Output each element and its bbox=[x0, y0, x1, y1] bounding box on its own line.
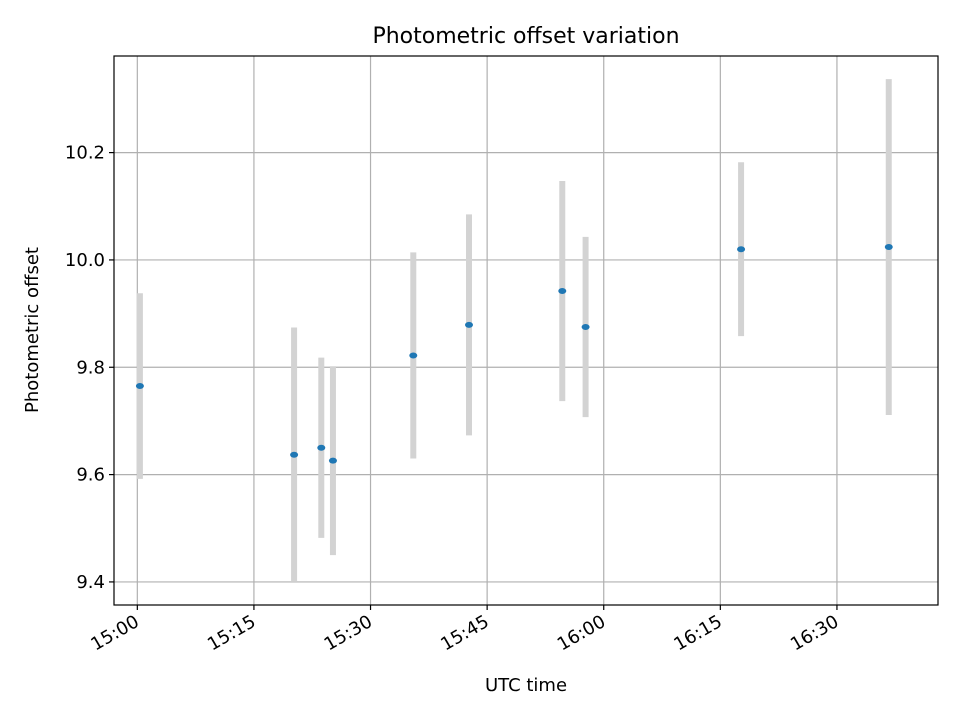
y-axis-label: Photometric offset bbox=[22, 247, 43, 413]
y-tick-label: 9.4 bbox=[76, 572, 105, 593]
y-tick-label: 9.6 bbox=[76, 465, 105, 486]
y-tick-label: 9.8 bbox=[76, 357, 105, 378]
chart-title: Photometric offset variation bbox=[372, 24, 679, 49]
data-point bbox=[581, 324, 590, 331]
data-point bbox=[464, 321, 473, 328]
x-axis-label: UTC time bbox=[485, 675, 567, 696]
y-tick-label: 10.2 bbox=[65, 143, 105, 164]
data-point bbox=[328, 457, 337, 464]
data-point bbox=[409, 352, 418, 359]
data-points bbox=[135, 244, 893, 464]
data-point bbox=[317, 444, 326, 451]
plot-frame bbox=[113, 55, 939, 606]
data-point bbox=[290, 451, 299, 458]
grid bbox=[114, 56, 938, 605]
data-point bbox=[135, 383, 144, 390]
data-point bbox=[737, 246, 746, 253]
data-point bbox=[884, 244, 893, 251]
data-point bbox=[558, 288, 567, 295]
y-tick-label: 10.0 bbox=[65, 250, 105, 271]
